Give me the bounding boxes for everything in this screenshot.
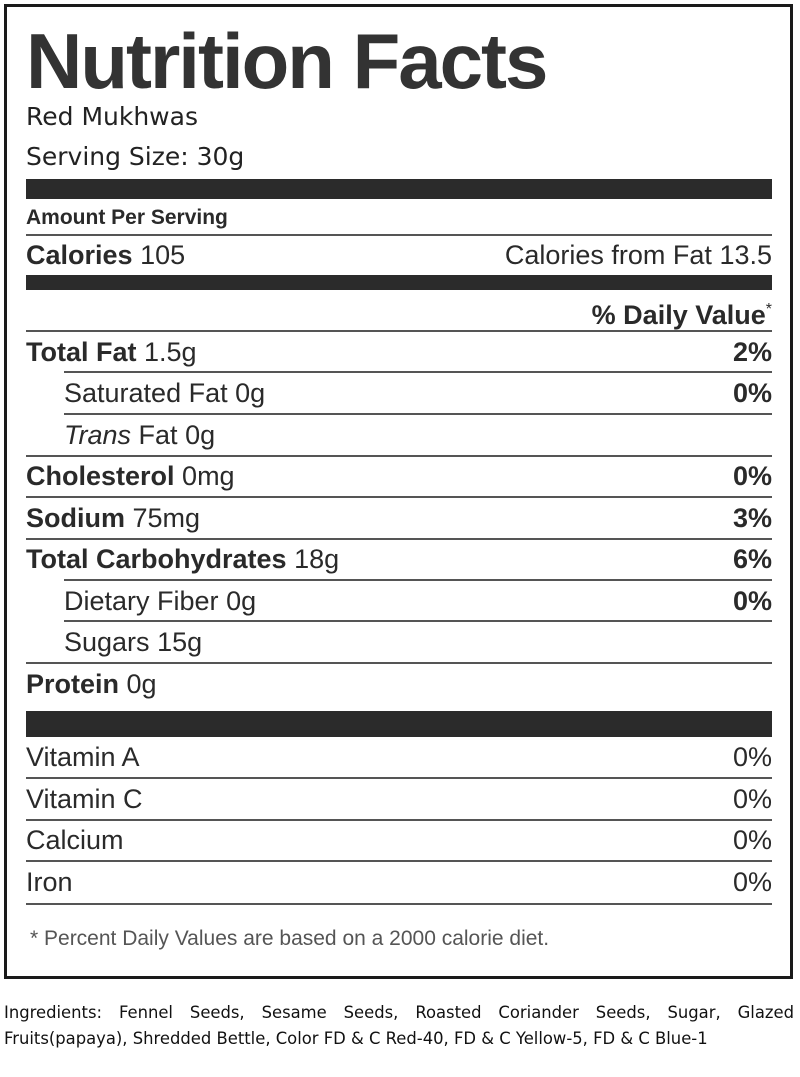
sodium-dv: 3% (732, 503, 772, 533)
total-carbs-label: Total Carbohydrates (26, 544, 287, 574)
thick-divider (26, 179, 772, 199)
divider (26, 819, 772, 821)
dietary-fiber-label: Dietary Fiber (64, 586, 219, 616)
calories-from-fat-label: Calories from Fat (504, 240, 712, 270)
calories-value: 105 (140, 240, 186, 270)
nutrition-label (4, 4, 793, 979)
calories-from-fat-value: 13.5 (719, 240, 772, 270)
cholesterol-dv: 0% (732, 461, 772, 491)
saturated-fat-dv: 0% (732, 378, 772, 408)
protein-label: Protein (26, 669, 120, 699)
total-fat-amount: 1.5g (144, 337, 197, 367)
cholesterol-amount: 0mg (182, 461, 235, 491)
daily-value-asterisk: * (765, 301, 772, 318)
vitamin-label: Vitamin C (26, 784, 143, 814)
vitamin-dv: 0% (732, 867, 772, 897)
divider (26, 860, 772, 862)
saturated-fat-label: Saturated Fat (64, 378, 228, 408)
medium-divider (26, 275, 772, 290)
total-carbs-dv: 6% (732, 544, 772, 574)
sodium-amount: 75mg (132, 503, 201, 533)
divider (26, 496, 772, 498)
dietary-fiber-amount: 0g (226, 586, 257, 616)
divider (64, 579, 772, 581)
divider (26, 538, 772, 540)
sodium-label: Sodium (26, 503, 125, 533)
total-fat-label: Total Fat (26, 337, 137, 367)
trans-fat-amount: 0g (185, 420, 216, 450)
thick-divider (26, 711, 772, 737)
vitamin-dv: 0% (732, 784, 772, 814)
footnote: * Percent Daily Values are based on a 20… (30, 927, 550, 950)
divider (26, 662, 772, 664)
sugars-label: Sugars (64, 627, 150, 657)
vitamin-dv: 0% (732, 825, 772, 855)
divider (64, 413, 772, 415)
saturated-fat-amount: 0g (235, 378, 266, 408)
ingredients-text: Ingredients: Fennel Seeds, Sesame Seeds,… (4, 1003, 794, 1048)
vitamin-label: Vitamin A (26, 742, 140, 772)
dietary-fiber-dv: 0% (732, 586, 772, 616)
divider (26, 777, 772, 779)
trans-fat-label: Fat (138, 420, 178, 450)
total-fat-dv: 2% (732, 337, 772, 367)
divider (64, 371, 772, 373)
sugars-amount: 15g (157, 627, 203, 657)
protein-amount: 0g (126, 669, 157, 699)
divider (64, 620, 772, 622)
vitamin-dv: 0% (732, 742, 772, 772)
serving-size: Serving Size: 30g (26, 142, 245, 171)
divider (26, 903, 772, 905)
divider (26, 455, 772, 457)
calories-label: Calories (26, 240, 133, 270)
divider (26, 234, 772, 236)
product-name: Red Mukhwas (26, 102, 198, 131)
divider (26, 330, 772, 332)
daily-value-header: % Daily Value (591, 300, 766, 330)
total-carbs-amount: 18g (294, 544, 340, 574)
vitamin-label: Iron (26, 867, 73, 897)
cholesterol-label: Cholesterol (26, 461, 175, 491)
trans-fat-label-italic: Trans (64, 420, 132, 450)
amount-per-serving-label: Amount Per Serving (26, 206, 228, 229)
vitamin-label: Calcium (26, 825, 124, 855)
label-title: Nutrition Facts (26, 17, 548, 105)
